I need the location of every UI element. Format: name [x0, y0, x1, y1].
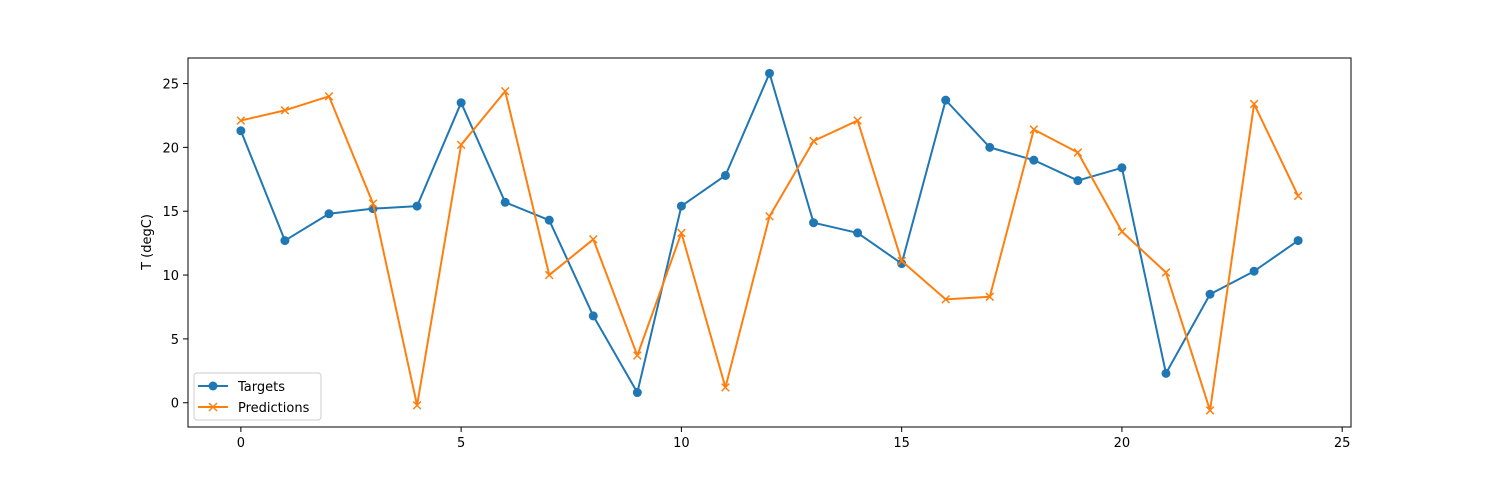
- targets-point: [853, 228, 863, 238]
- predictions-point: [1073, 148, 1083, 157]
- y-axis-label: T (degC): [140, 214, 155, 271]
- targets-point: [1293, 236, 1303, 246]
- predictions-point: [985, 292, 995, 302]
- targets-point: [236, 126, 246, 136]
- x-tick-label: 5: [457, 436, 465, 451]
- targets-point: [1249, 266, 1259, 276]
- targets-point: [676, 201, 686, 211]
- y-tick-label: 25: [162, 78, 179, 93]
- targets-point: [324, 209, 334, 219]
- predictions-point: [1029, 125, 1039, 134]
- predictions-point: [456, 140, 466, 150]
- predictions-point: [412, 400, 422, 410]
- targets-point: [632, 388, 642, 398]
- x-tick-label: 25: [1334, 436, 1351, 451]
- targets-point: [1161, 368, 1171, 378]
- predictions-point: [897, 256, 906, 266]
- y-tick-label: 15: [162, 205, 179, 220]
- legend-targets-label: Targets: [237, 380, 285, 395]
- x-tick-label: 20: [1114, 436, 1131, 451]
- predictions-point: [853, 116, 862, 125]
- predictions-point: [809, 136, 818, 146]
- legend-predictions-marker: [208, 402, 218, 412]
- predictions-point: [500, 86, 510, 96]
- predictions-point: [368, 199, 378, 208]
- predictions-point: [941, 294, 951, 304]
- y-tick-label: 5: [171, 333, 179, 348]
- predictions-point: [765, 211, 774, 221]
- legend: Targets Predictions: [193, 372, 322, 421]
- y-tick-label: 20: [162, 141, 179, 156]
- predictions-point: [1117, 227, 1127, 236]
- y-tick-label: 10: [162, 269, 179, 284]
- targets-point: [1117, 163, 1127, 173]
- targets-series-line: [239, 72, 1299, 394]
- targets-point: [1029, 155, 1039, 165]
- predictions-point: [633, 351, 642, 360]
- legend-targets-marker: [208, 381, 218, 391]
- targets-point: [720, 170, 730, 180]
- legend-predictions-label: Predictions: [238, 401, 310, 416]
- predictions-point: [677, 228, 686, 238]
- predictions-point: [1249, 99, 1259, 109]
- x-tick-label: 10: [673, 436, 690, 451]
- targets-point: [280, 236, 290, 246]
- predictions-point: [721, 383, 730, 392]
- axes-frame: [187, 57, 1352, 428]
- predictions-point: [280, 106, 290, 115]
- predictions-point: [588, 234, 598, 244]
- legend-box: [193, 372, 322, 421]
- targets-point: [765, 68, 774, 78]
- predictions-point: [236, 116, 246, 125]
- predictions-point: [1161, 268, 1171, 277]
- x-tick-label: 0: [237, 436, 245, 451]
- targets-point: [941, 95, 951, 105]
- targets-point: [985, 142, 995, 152]
- plot-area: [236, 68, 1303, 415]
- targets-point: [588, 311, 598, 321]
- targets-point: [412, 201, 422, 211]
- predictions-point: [544, 270, 554, 280]
- targets-point: [456, 98, 466, 108]
- targets-point: [500, 197, 510, 207]
- targets-point: [1205, 289, 1215, 299]
- predictions-point: [1205, 406, 1215, 415]
- predictions-point: [324, 91, 334, 101]
- targets-point: [809, 218, 819, 228]
- x-tick-label: 15: [893, 436, 910, 451]
- targets-point: [544, 215, 554, 225]
- predictions-point: [1293, 191, 1303, 201]
- axis-ticks: 0 5 10 15 20 25 0 5 10 15 20 25: [162, 78, 1350, 451]
- targets-point: [897, 259, 907, 269]
- targets-point: [1073, 176, 1083, 186]
- y-tick-label: 0: [171, 397, 179, 412]
